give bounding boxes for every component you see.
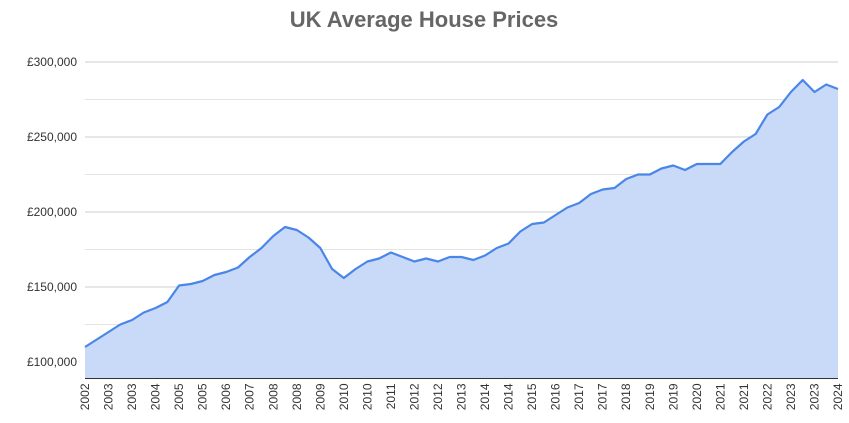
x-tick-label: 2019 <box>643 383 657 410</box>
y-tick-label: £250,000 <box>27 130 77 144</box>
x-tick-label: 2003 <box>102 383 116 410</box>
x-tick-label: 2002 <box>78 383 92 410</box>
x-tick-label: 2003 <box>125 383 139 410</box>
x-tick-label: 2017 <box>596 383 610 410</box>
x-tick-label: 2004 <box>149 383 163 410</box>
y-tick-label: £150,000 <box>27 280 77 294</box>
x-tick-label: 2008 <box>290 383 304 410</box>
x-tick-label: 2019 <box>666 383 680 410</box>
x-tick-label: 2012 <box>407 383 421 410</box>
x-tick-label: 2024 <box>831 383 845 410</box>
y-tick-label: £200,000 <box>27 205 77 219</box>
x-tick-label: 2008 <box>266 383 280 410</box>
y-tick-label: £300,000 <box>27 55 77 69</box>
x-tick-label: 2022 <box>760 383 774 410</box>
x-tick-label: 2020 <box>690 383 704 410</box>
x-tick-label: 2005 <box>172 383 186 410</box>
y-tick-label: £100,000 <box>27 355 77 369</box>
x-tick-label: 2009 <box>313 383 327 410</box>
x-tick-label: 2018 <box>619 383 633 410</box>
area-fill <box>85 80 838 379</box>
area-line <box>84 78 839 348</box>
x-tick-label: 2021 <box>713 383 727 410</box>
x-tick-label: 2014 <box>502 383 516 410</box>
x-tick-label: 2006 <box>219 383 233 410</box>
x-tick-label: 2021 <box>737 383 751 410</box>
x-tick-label: 2007 <box>243 383 257 410</box>
x-tick-label: 2011 <box>384 383 398 409</box>
x-tick-label: 2012 <box>431 383 445 410</box>
chart-title: UK Average House Prices <box>290 7 559 32</box>
x-tick-label: 2013 <box>455 383 469 410</box>
x-tick-label: 2023 <box>807 383 821 410</box>
x-tick-label: 2010 <box>360 383 374 410</box>
x-tick-label: 2005 <box>196 383 210 410</box>
x-tick-label: 2023 <box>784 383 798 410</box>
x-tick-label: 2017 <box>572 383 586 410</box>
x-tick-label: 2014 <box>478 383 492 410</box>
x-tick-label: 2015 <box>525 383 539 410</box>
x-tick-label: 2010 <box>337 383 351 410</box>
x-tick-label: 2016 <box>549 383 563 410</box>
